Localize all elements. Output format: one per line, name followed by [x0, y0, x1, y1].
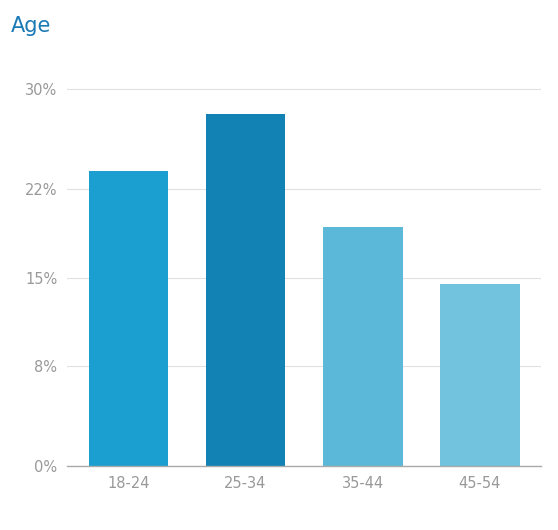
Bar [440, 284, 519, 466]
Bar [206, 114, 285, 466]
Text: Age: Age [11, 16, 51, 36]
Bar [89, 171, 168, 466]
Bar [323, 227, 402, 466]
